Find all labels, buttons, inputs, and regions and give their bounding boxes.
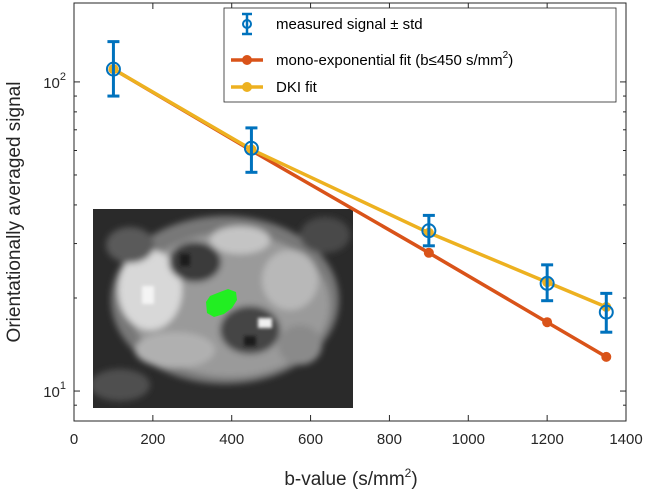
x-tick-label: 0 bbox=[70, 431, 78, 448]
legend-entry-measured: measured signal ± std bbox=[242, 12, 423, 36]
legend-label-measured: measured signal ± std bbox=[276, 16, 423, 33]
x-tick-label: 400 bbox=[219, 431, 244, 448]
legend-label-dki: DKI fit bbox=[276, 79, 318, 96]
inset-highlight-region bbox=[206, 289, 237, 317]
measured-point bbox=[598, 304, 614, 320]
legend-entry-dki: DKI fit bbox=[231, 79, 318, 96]
legend-label-mono-exp: mono-exponential fit (b≤450 s/mm2) bbox=[276, 50, 513, 69]
measured-point bbox=[539, 275, 555, 291]
axis-ticks: 0 200 400 600 800 1000 1200 1400 101 102 bbox=[43, 3, 643, 448]
x-tick-label: 1000 bbox=[452, 431, 485, 448]
y-tick-label: 102 bbox=[43, 71, 66, 92]
legend-box bbox=[223, 7, 617, 103]
measured-point bbox=[105, 61, 121, 77]
y-tick-label: 101 bbox=[43, 380, 66, 401]
y-axis-label: Orientationally averaged signal bbox=[4, 82, 25, 343]
x-tick-label: 600 bbox=[298, 431, 323, 448]
x-tick-label: 800 bbox=[377, 431, 402, 448]
measured-point bbox=[421, 223, 437, 239]
x-tick-label: 1200 bbox=[530, 431, 563, 448]
mri-inset bbox=[93, 209, 353, 408]
measured-point bbox=[243, 140, 259, 156]
chart-marks bbox=[105, 40, 614, 362]
legend-entry-mono-exp: mono-exponential fit (b≤450 s/mm2) bbox=[231, 50, 513, 69]
mono-exp-fit-point bbox=[601, 351, 612, 362]
legend: measured signal ± std mono-exponential f… bbox=[223, 7, 617, 103]
x-axis-label: b-value (s/mm2) bbox=[284, 466, 417, 490]
mono-exp-fit-point bbox=[542, 317, 553, 328]
x-tick-label: 1400 bbox=[609, 431, 642, 448]
mono-exp-fit-point bbox=[423, 247, 434, 258]
x-tick-label: 200 bbox=[140, 431, 165, 448]
